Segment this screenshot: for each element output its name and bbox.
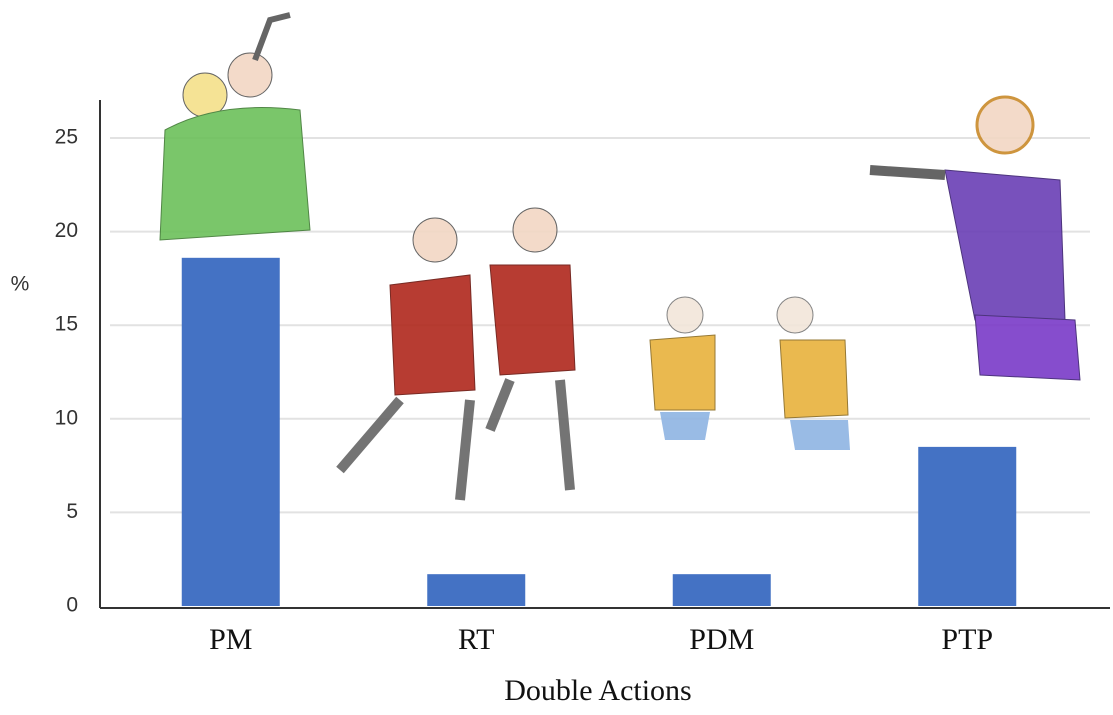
x-tick-label: PDM xyxy=(689,623,754,656)
bar xyxy=(427,574,526,606)
players-red xyxy=(336,207,576,501)
players-green xyxy=(159,12,311,241)
y-tick-label: 0 xyxy=(66,594,78,617)
y-tick-label: 20 xyxy=(55,219,78,242)
y-tick-label: 10 xyxy=(55,406,78,429)
y-axis-title: % xyxy=(11,273,30,296)
y-tick-label: 15 xyxy=(55,313,78,336)
bar xyxy=(672,574,771,606)
bar xyxy=(181,257,280,606)
x-tick-label: PM xyxy=(209,623,252,656)
x-tick-label: PTP xyxy=(941,623,993,656)
y-tick-label: 5 xyxy=(66,500,78,523)
x-axis-title: Double Actions xyxy=(504,674,692,707)
bar xyxy=(918,446,1017,606)
players-yellow xyxy=(649,296,850,450)
x-tick-label: RT xyxy=(458,623,495,656)
illustrations xyxy=(159,12,1081,501)
player-purple xyxy=(869,95,1081,381)
y-tick-label: 25 xyxy=(55,126,78,149)
